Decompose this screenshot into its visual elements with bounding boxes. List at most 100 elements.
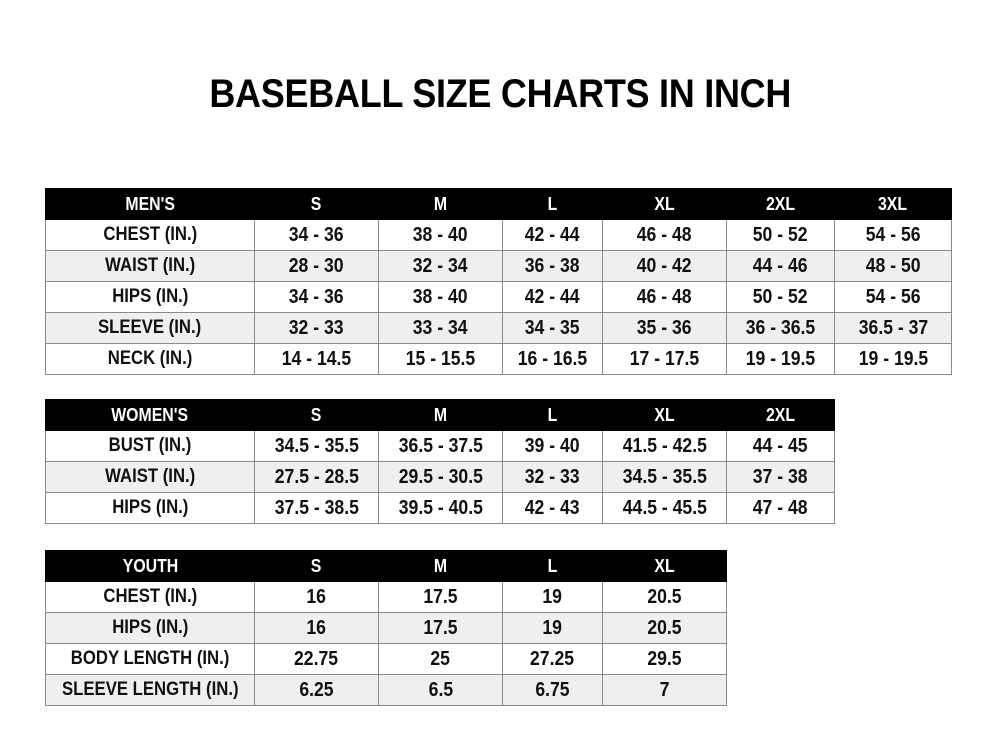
category-header: WOMEN'S: [45, 399, 255, 431]
size-value: 36 - 38: [502, 250, 603, 282]
cell-text: 34.5 - 35.5: [622, 465, 707, 488]
header-text: S: [311, 555, 322, 576]
cell-text: 28 - 30: [289, 254, 344, 277]
header-row: WOMEN'S S M L XL 2XL: [45, 399, 835, 431]
size-value: 37 - 38: [726, 461, 835, 493]
cell-text: 54 - 56: [865, 285, 921, 308]
header-text: XL: [654, 555, 675, 576]
size-value: 42 - 44: [502, 219, 603, 251]
cell-text: 32 - 34: [413, 254, 468, 277]
size-value: 42 - 43: [502, 492, 603, 524]
header-text: S: [311, 404, 322, 425]
cell-text: 19: [542, 585, 563, 608]
cell-text: BODY LENGTH (IN.): [70, 648, 230, 669]
size-value: 44 - 45: [726, 430, 835, 462]
table-row: CHEST (IN.) 16 17.5 19 20.5: [45, 581, 727, 613]
size-value: 14 - 14.5: [254, 343, 379, 375]
measurement-label: WAIST (IN.): [45, 461, 255, 493]
cell-text: 7: [659, 678, 670, 701]
cell-text: WAIST (IN.): [104, 255, 196, 276]
size-header: XL: [602, 188, 727, 220]
size-header: 2XL: [726, 399, 835, 431]
cell-text: 44 - 45: [753, 434, 808, 457]
table-row: BUST (IN.) 34.5 - 35.5 36.5 - 37.5 39 - 40 4…: [45, 430, 835, 462]
table-row: WAIST (IN.) 27.5 - 28.5 29.5 - 30.5 32 - 33…: [45, 461, 835, 493]
cell-text: 36 - 38: [525, 254, 580, 277]
cell-text: SLEEVE (IN.): [98, 317, 202, 338]
cell-text: HIPS (IN.): [111, 617, 189, 638]
cell-text: 27.25: [530, 647, 575, 670]
cell-text: HIPS (IN.): [111, 497, 189, 518]
size-value: 6.25: [254, 674, 379, 706]
size-value: 40 - 42: [602, 250, 727, 282]
table-row: SLEEVE (IN.) 32 - 33 33 - 34 34 - 35 35 - 36…: [45, 312, 952, 344]
cell-text: 6.75: [535, 678, 570, 701]
cell-text: 50 - 52: [753, 223, 808, 246]
size-value: 32 - 33: [502, 461, 603, 493]
cell-text: 39 - 40: [525, 434, 580, 457]
table-row: HIPS (IN.) 16 17.5 19 20.5: [45, 612, 727, 644]
size-header: 2XL: [726, 188, 835, 220]
size-header: L: [502, 550, 603, 582]
cell-text: 19: [542, 616, 563, 639]
size-value: 19 - 19.5: [834, 343, 952, 375]
size-value: 17.5: [378, 612, 503, 644]
measurement-label: BODY LENGTH (IN.): [45, 643, 255, 675]
cell-text: 16: [306, 616, 327, 639]
cell-text: 40 - 42: [637, 254, 692, 277]
size-value: 16 - 16.5: [502, 343, 603, 375]
header-text: L: [547, 404, 558, 425]
header-text: L: [547, 193, 558, 214]
size-value: 37.5 - 38.5: [254, 492, 379, 524]
size-header: XL: [602, 550, 727, 582]
size-value: 19 - 19.5: [726, 343, 835, 375]
cell-text: WAIST (IN.): [104, 466, 196, 487]
cell-text: 6.5: [428, 678, 453, 701]
size-value: 17 - 17.5: [602, 343, 727, 375]
size-value: 20.5: [602, 581, 727, 613]
header-text: L: [547, 555, 558, 576]
size-value: 48 - 50: [834, 250, 952, 282]
measurement-label: SLEEVE (IN.): [45, 312, 255, 344]
cell-text: 35 - 36: [637, 316, 692, 339]
cell-text: 17.5: [423, 616, 458, 639]
table-row: HIPS (IN.) 37.5 - 38.5 39.5 - 40.5 42 - 43 4…: [45, 492, 835, 524]
cell-text: 39.5 - 40.5: [398, 496, 483, 519]
measurement-label: SLEEVE LENGTH (IN.): [45, 674, 255, 706]
size-header: 3XL: [834, 188, 952, 220]
category-header: YOUTH: [45, 550, 255, 582]
cell-text: 34 - 36: [289, 223, 344, 246]
size-header: M: [378, 188, 503, 220]
cell-text: 34.5 - 35.5: [274, 434, 359, 457]
cell-text: NECK (IN.): [107, 348, 193, 369]
size-value: 36 - 36.5: [726, 312, 835, 344]
size-value: 15 - 15.5: [378, 343, 503, 375]
cell-text: 16: [306, 585, 327, 608]
header-text: M: [433, 404, 448, 425]
size-value: 17.5: [378, 581, 503, 613]
page-title: BASEBALL SIZE CHARTS IN INCH: [0, 72, 1000, 117]
size-header: M: [378, 550, 503, 582]
size-value: 54 - 56: [834, 219, 952, 251]
measurement-label: HIPS (IN.): [45, 281, 255, 313]
header-text: 2XL: [765, 193, 796, 214]
header-text: S: [311, 193, 322, 214]
size-value: 39 - 40: [502, 430, 603, 462]
size-value: 38 - 40: [378, 281, 503, 313]
cell-text: 20.5: [647, 616, 682, 639]
size-value: 33 - 34: [378, 312, 503, 344]
size-value: 28 - 30: [254, 250, 379, 282]
size-value: 6.75: [502, 674, 603, 706]
size-value: 34.5 - 35.5: [254, 430, 379, 462]
cell-text: 20.5: [647, 585, 682, 608]
cell-text: 32 - 33: [289, 316, 344, 339]
measurement-label: CHEST (IN.): [45, 219, 255, 251]
cell-text: 17 - 17.5: [629, 347, 700, 370]
size-value: 29.5: [602, 643, 727, 675]
cell-text: 42 - 44: [525, 223, 580, 246]
size-value: 16: [254, 612, 379, 644]
size-value: 46 - 48: [602, 219, 727, 251]
size-value: 16: [254, 581, 379, 613]
size-value: 19: [502, 581, 603, 613]
cell-text: HIPS (IN.): [111, 286, 189, 307]
